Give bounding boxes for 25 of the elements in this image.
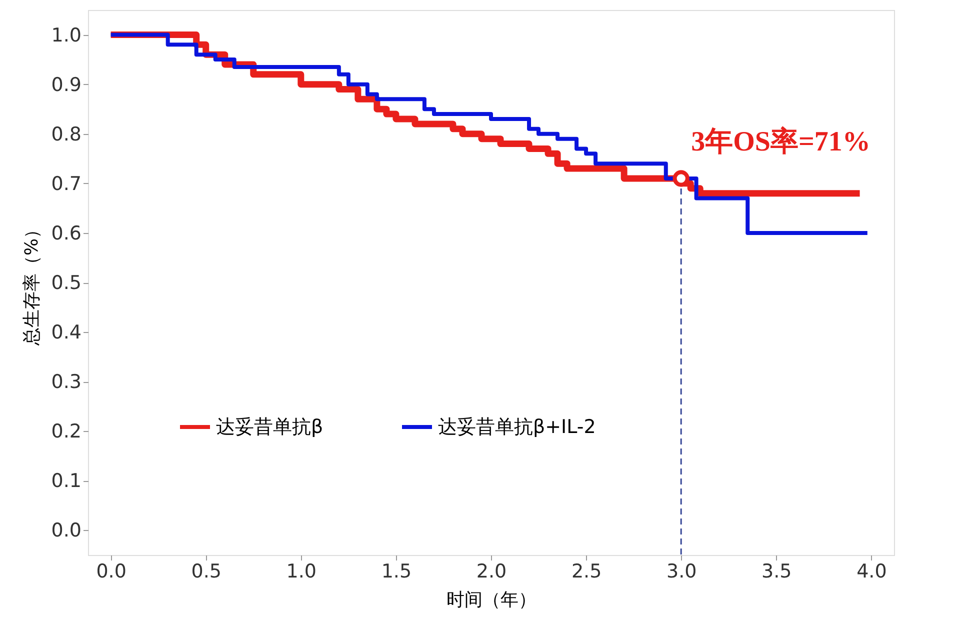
y-tick-label: 0.7 xyxy=(51,172,82,195)
y-tick-label: 0.1 xyxy=(51,470,82,492)
x-tick-label: 0.5 xyxy=(191,560,222,582)
x-tick-label: 0.0 xyxy=(96,560,126,582)
y-tick-label: 1.0 xyxy=(51,24,82,46)
x-tick-label: 3.5 xyxy=(762,560,792,582)
y-tick-label: 0.5 xyxy=(51,272,82,294)
x-axis-title: 时间（年） xyxy=(446,590,536,610)
x-tick-label: 4.0 xyxy=(856,560,887,582)
y-axis-title: 总生存率（%） xyxy=(21,220,42,347)
y-tick-label: 0.0 xyxy=(51,520,82,542)
y-tick-label: 0.8 xyxy=(51,123,82,146)
y-tick-label: 0.2 xyxy=(51,420,82,443)
x-tick-label: 1.5 xyxy=(381,560,412,582)
y-tick-label: 0.4 xyxy=(51,322,82,344)
y-tick-label: 0.6 xyxy=(51,222,82,244)
x-tick-label: 3.0 xyxy=(666,560,697,582)
legend-label: 达妥昔单抗β xyxy=(216,416,324,438)
annotation: 3年OS率=71% xyxy=(691,125,870,158)
y-tick-label: 0.3 xyxy=(51,371,82,394)
legend-label: 达妥昔单抗β+IL-2 xyxy=(438,416,596,438)
x-tick-label: 1.0 xyxy=(286,560,317,582)
y-tick-label: 0.9 xyxy=(51,74,82,96)
x-tick-label: 2.5 xyxy=(571,560,602,582)
x-tick-label: 2.0 xyxy=(476,560,507,582)
